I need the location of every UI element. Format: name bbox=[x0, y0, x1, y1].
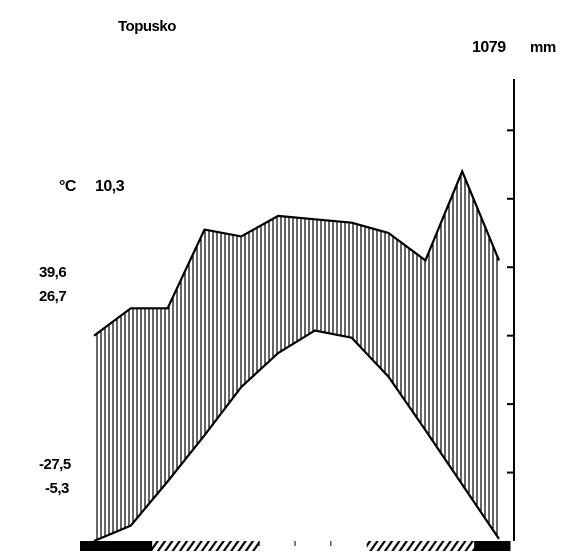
frost-bar-4 bbox=[187, 541, 224, 551]
precipitation-line bbox=[93, 168, 501, 337]
mean-max-warmest-month: 26,7 bbox=[39, 288, 66, 305]
frost-bar-7 bbox=[295, 541, 331, 551]
annual-mean-temperature: 10,3 bbox=[95, 178, 125, 195]
temperature-unit: °C bbox=[59, 178, 77, 195]
mean-min-coldest-month: -5,3 bbox=[45, 480, 69, 497]
frost-bar-6 bbox=[259, 541, 295, 551]
absolute-max-temperature: 39,6 bbox=[39, 264, 66, 281]
frost-bar-12 bbox=[474, 541, 511, 551]
frost-bar-8 bbox=[331, 541, 367, 551]
frost-bar-10 bbox=[402, 541, 439, 551]
temperature-line bbox=[93, 329, 500, 543]
humid-period-area bbox=[94, 171, 499, 541]
precipitation-ticks bbox=[507, 129, 514, 474]
frost-bar-9 bbox=[366, 541, 403, 551]
station-title: Topusko bbox=[118, 18, 176, 35]
annual-precipitation-value: 1079 bbox=[472, 39, 506, 56]
precipitation-unit: mm bbox=[530, 39, 556, 56]
frost-bar-5 bbox=[223, 541, 260, 551]
frost-bars bbox=[80, 541, 511, 551]
absolute-min-temperature: -27,5 bbox=[39, 456, 71, 473]
frost-bar-2 bbox=[115, 541, 153, 551]
frost-bar-3 bbox=[151, 541, 188, 551]
frost-bar-1 bbox=[80, 541, 117, 551]
frost-bar-11 bbox=[438, 541, 475, 551]
